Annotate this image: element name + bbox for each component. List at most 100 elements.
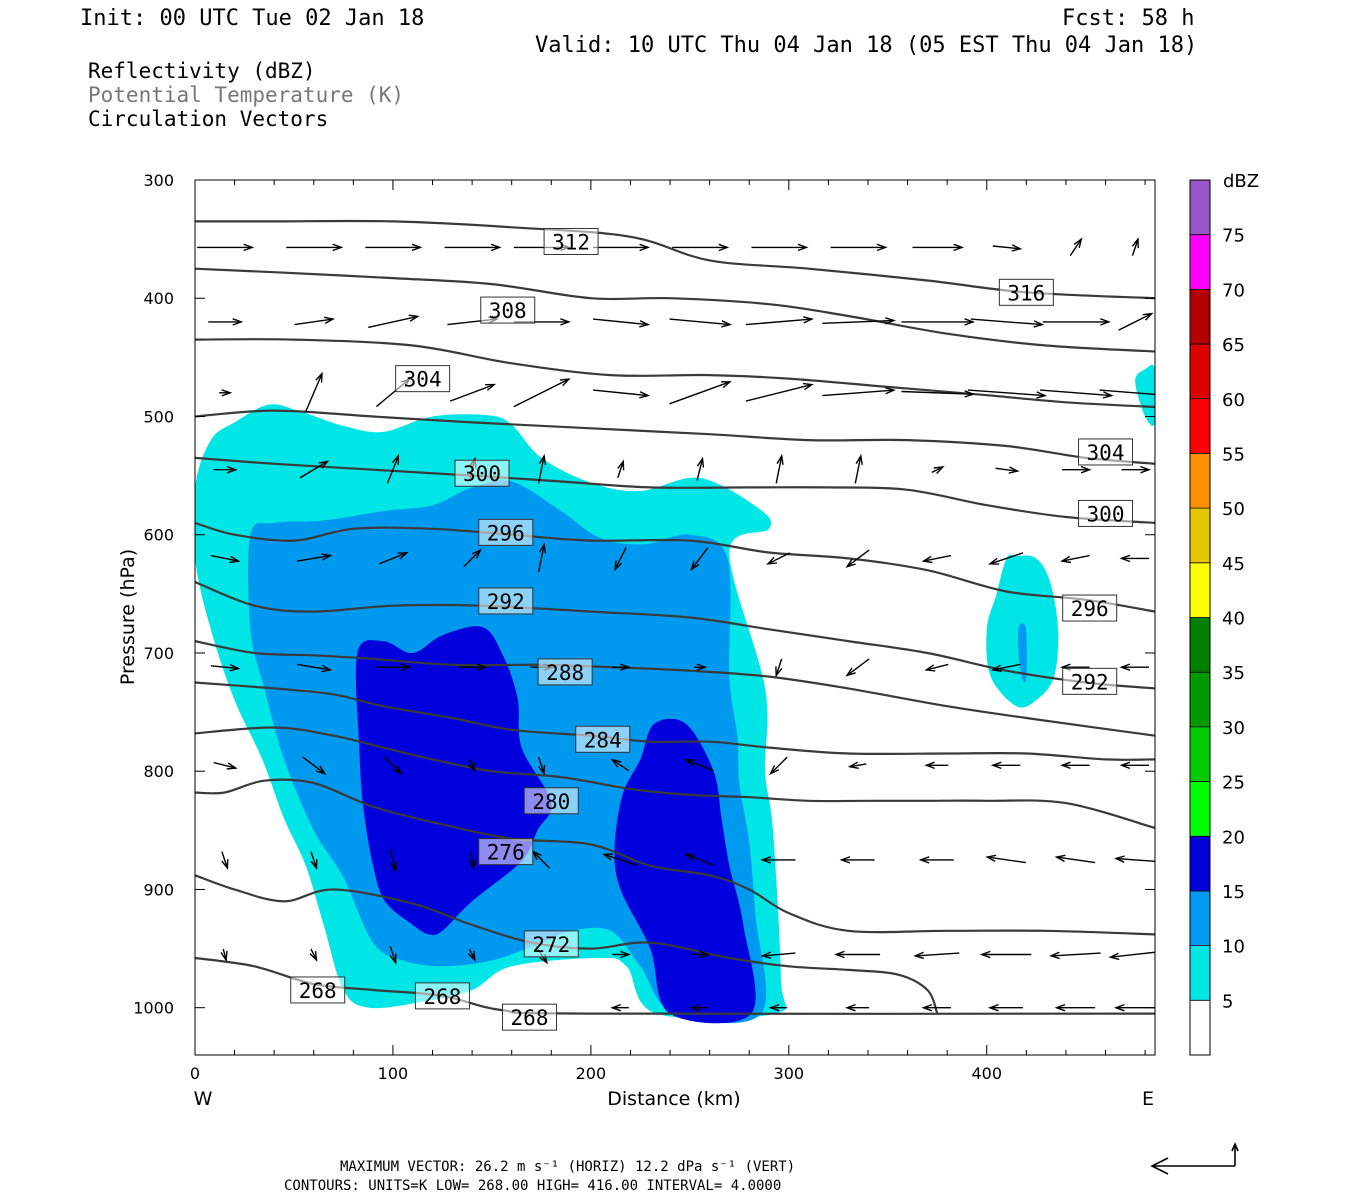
circulation-vector [297, 663, 333, 673]
circulation-vector [610, 1003, 629, 1012]
circulation-vector [468, 851, 476, 871]
theta-contour-304 [195, 409, 1155, 465]
theta-contour-292 [195, 580, 1155, 690]
theta-label-268: 268 [414, 982, 470, 1010]
theta-label-304: 304 [1078, 438, 1134, 466]
circulation-vector [822, 387, 896, 397]
colorbar-bin-60 [1190, 344, 1210, 399]
colorbar-label: 45 [1222, 554, 1245, 575]
circulation-vector [197, 243, 255, 252]
circulation-vector [901, 390, 976, 398]
circulation-vector [1113, 855, 1155, 863]
theta-label-308: 308 [480, 296, 536, 324]
circulation-vector [610, 758, 630, 772]
circulation-vector [1118, 312, 1154, 331]
circulation-vector [913, 951, 960, 960]
circulation-vector [458, 663, 488, 671]
x-end-label-east: E [1142, 1088, 1154, 1110]
theta-label-text: 292 [1071, 670, 1109, 694]
theta-contour-284 [195, 681, 1155, 761]
circulation-vector [845, 1003, 870, 1012]
theta-label-296: 296 [478, 518, 534, 546]
circulation-vector [1121, 465, 1152, 474]
theta-label-text: 280 [532, 790, 570, 814]
circulation-vector [990, 761, 1021, 770]
circulation-vector [745, 382, 814, 402]
colorbar-bin-40 [1190, 562, 1210, 618]
colorbar: 5 10 15 20 25 30 35 40 45 50 55 60 65 70 75 [1189, 179, 1245, 1056]
circulation-vector [297, 553, 333, 562]
circulation-vector [912, 243, 965, 252]
circulation-vector [368, 314, 420, 329]
circulation-vector [449, 383, 497, 402]
circulation-vector [513, 378, 571, 408]
circulation-vector [684, 759, 714, 772]
circulation-vector [219, 389, 233, 397]
circulation-vector [299, 460, 330, 479]
circulation-vector [463, 548, 482, 568]
colorbar-label: 60 [1222, 390, 1245, 411]
circulation-vector [987, 1003, 1023, 1012]
circulation-vector [691, 950, 711, 959]
colorbar-label: 10 [1222, 937, 1245, 958]
circulation-vector [614, 547, 627, 572]
circulation-vector [220, 948, 228, 962]
circulation-vector [992, 244, 1023, 252]
circulation-vector [901, 318, 976, 326]
y-tick-label: 500 [143, 407, 174, 426]
circulation-vector [760, 951, 796, 959]
colorbar-label: 5 [1222, 991, 1233, 1012]
circulation-vector [213, 465, 238, 474]
circulation-vector [669, 381, 732, 405]
theta-label-288: 288 [537, 658, 593, 686]
circulation-vector [924, 761, 949, 770]
x-end-label-west: W [194, 1088, 213, 1110]
x-tick-label: 100 [378, 1064, 409, 1083]
colorbar-bin-75 [1190, 180, 1210, 235]
colorbar-bin-55 [1190, 398, 1210, 454]
theta-label-304: 304 [395, 365, 451, 393]
circulation-vector [210, 554, 241, 564]
colorbar-label: 75 [1222, 226, 1245, 247]
valid-time: Valid: 10 UTC Thu 04 Jan 18 (05 EST Thu … [535, 33, 1197, 58]
circulation-vector [854, 453, 863, 484]
colorbar-unit: dBZ [1223, 171, 1259, 192]
theta-contour-316 [195, 219, 1155, 300]
theta-label-276: 276 [478, 838, 534, 866]
circulation-vector [593, 318, 651, 328]
circulation-vector [389, 848, 398, 873]
reflectivity-region-10dbz-5 [1017, 623, 1027, 683]
circulation-vector [294, 316, 336, 326]
theta-contour-288 [195, 640, 1155, 737]
circulation-vector [1060, 761, 1090, 770]
circulation-vector [766, 552, 791, 565]
theta-label-text: 304 [404, 368, 442, 392]
colorbar-label: 35 [1222, 663, 1245, 684]
init-time: Init: 00 UTC Tue 02 Jan 18 [80, 6, 424, 31]
circulation-vector [444, 243, 502, 252]
circulation-vector [389, 945, 397, 965]
x-tick-label: 0 [190, 1064, 200, 1083]
circulation-vector [775, 658, 783, 678]
circulation-vector [365, 243, 423, 252]
circulation-vector [617, 459, 625, 479]
theta-contour-276 [195, 778, 1155, 936]
theta-label-text: 300 [1087, 502, 1125, 526]
theta-label-text: 268 [423, 985, 461, 1009]
theta-label-284: 284 [575, 725, 631, 753]
circulation-vector [995, 466, 1020, 474]
circulation-vector [1119, 761, 1149, 770]
circulation-vector [602, 853, 638, 867]
circulation-vector [593, 243, 651, 252]
theta-contours [195, 219, 1155, 1015]
colorbar-label: 30 [1222, 718, 1245, 739]
circulation-vectors [197, 237, 1155, 1012]
circulation-vector [931, 465, 945, 474]
circulation-vector [684, 853, 714, 867]
colorbar-bin-45 [1190, 508, 1210, 563]
circulation-vector [386, 454, 400, 484]
circulation-vector [1131, 237, 1139, 256]
theta-contour-268 [195, 956, 1155, 1015]
circulation-vector [845, 549, 870, 568]
